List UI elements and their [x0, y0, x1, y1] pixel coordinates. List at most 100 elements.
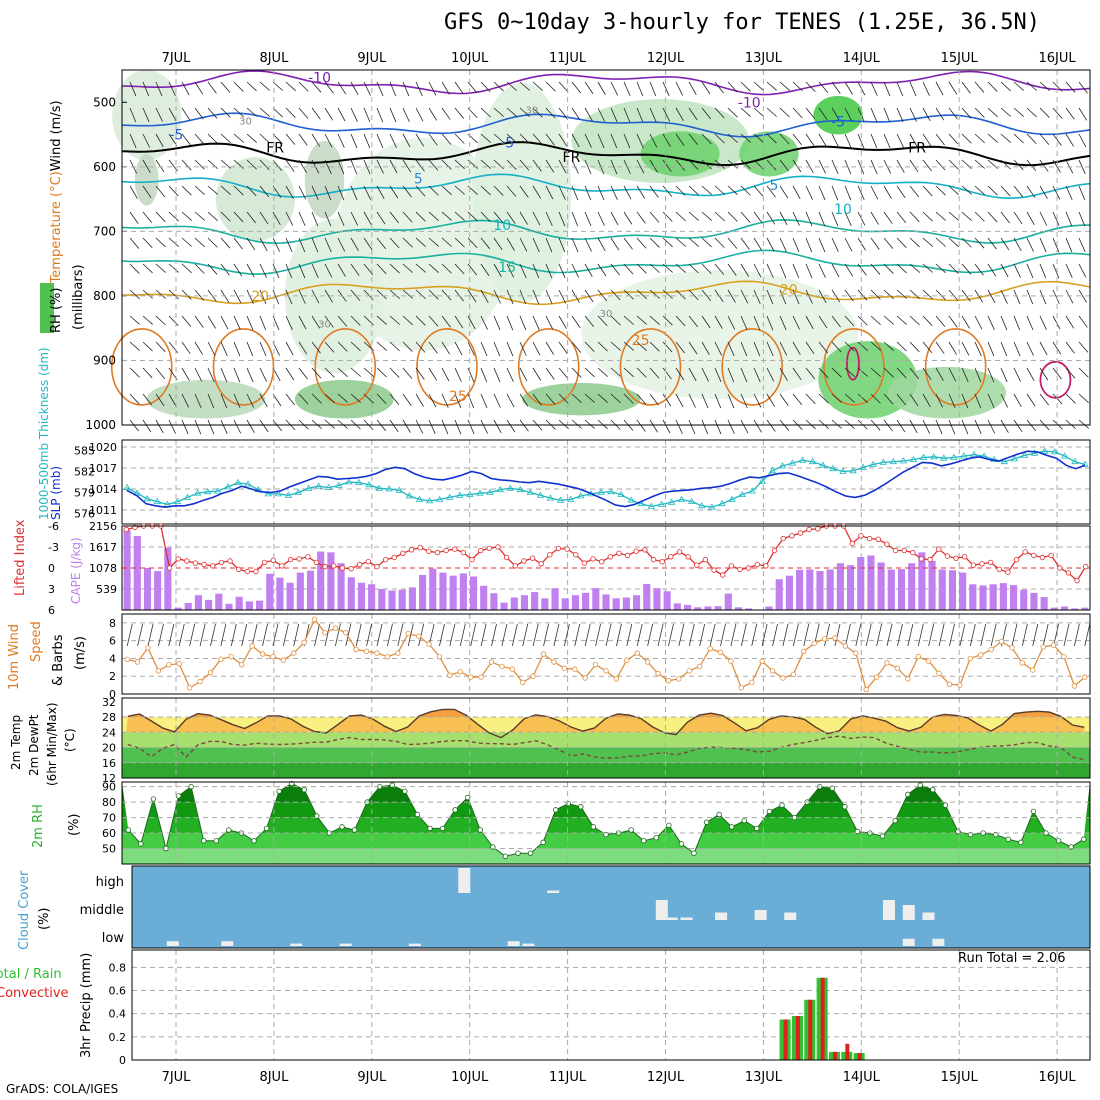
wind-barb [727, 185, 738, 196]
cape-bar [1030, 592, 1038, 610]
lifted-index-marker [235, 566, 242, 573]
rh-marker [138, 841, 144, 847]
wind-barb [389, 133, 397, 148]
wind-barb [311, 289, 320, 304]
wind-barb [662, 315, 673, 326]
wind-barb [493, 341, 501, 357]
wind-speed-marker [978, 652, 984, 658]
cape-bar [1060, 606, 1069, 610]
isotherm-25-loop [314, 328, 377, 406]
wind-barb [142, 367, 153, 379]
wind-barb [740, 211, 751, 223]
wind-barb [584, 263, 593, 278]
wind-barb [1013, 367, 1021, 382]
wind-barb [584, 393, 595, 403]
wind-barb [870, 133, 878, 149]
wind-barb [1000, 419, 1009, 433]
wind-barb-surface [345, 623, 352, 647]
wind-barb [454, 133, 465, 144]
wind-barb [142, 159, 151, 173]
contour-label: 25 [449, 389, 467, 405]
isotherm-25-loop [110, 328, 173, 406]
cloud-bar-low [507, 941, 520, 946]
wind-barb [545, 159, 555, 173]
cape-bar [561, 598, 569, 610]
wind-barb [857, 393, 868, 404]
thickness-marker [234, 478, 242, 486]
thickness-marker [889, 457, 898, 465]
cape-bar [673, 603, 681, 610]
wind-barb [519, 81, 530, 91]
wind-barb [493, 289, 501, 304]
wind-barb-surface [876, 623, 883, 647]
cape-bar [663, 591, 671, 610]
wind-barb-surface [189, 623, 196, 647]
wind-barb [285, 341, 294, 356]
wind-barb [376, 133, 384, 149]
wind-barb [142, 237, 153, 248]
wind-barb-surface [387, 623, 393, 647]
contour-label: -10 [308, 71, 331, 87]
wind-barb [870, 81, 878, 96]
wind-speed-marker [884, 660, 890, 666]
wind-barb-surface [1053, 623, 1059, 647]
wind-barb [649, 367, 660, 379]
wind-barb [233, 81, 244, 92]
wind-barb [415, 211, 426, 222]
wind-barb [272, 263, 280, 279]
wind-barb [142, 107, 150, 123]
wind-barb [376, 107, 384, 123]
wind-barb [623, 185, 632, 200]
wind-barb [324, 341, 335, 353]
wind-barb-surface [980, 623, 987, 647]
cape-bar [551, 588, 559, 610]
wind-barb [805, 133, 815, 147]
wind-barb [974, 315, 983, 330]
rh-band [122, 833, 1090, 849]
wind-barb [142, 315, 153, 325]
rh-marker [754, 825, 760, 832]
rh-marker [930, 787, 936, 793]
lifted-index-marker [953, 555, 959, 561]
wind-barb [701, 107, 712, 120]
wind-barb [298, 367, 308, 380]
wind-barb [493, 81, 504, 92]
wind-barb [948, 185, 959, 195]
wind-barb [207, 133, 218, 144]
wind-barb [961, 211, 972, 222]
wind-barb [428, 315, 439, 327]
wind-barb [272, 81, 283, 91]
wind-barb [441, 315, 451, 328]
wind-barb [922, 159, 932, 172]
wind-speed-marker [218, 656, 224, 663]
wind-barb [831, 315, 841, 328]
wind-barb [1039, 159, 1049, 172]
wind-barb-surface [158, 623, 164, 647]
wind-barb [285, 159, 295, 172]
wind-barb [311, 185, 319, 201]
wind-barb [636, 81, 644, 97]
rh-shading [112, 70, 182, 161]
wind-barb [532, 263, 540, 279]
wind-speed-marker [915, 653, 921, 660]
wind-barb [753, 263, 762, 278]
wind-barb [1039, 367, 1049, 381]
thickness-marker [546, 494, 555, 501]
wind-barb [571, 367, 582, 378]
wind-barb [415, 367, 425, 380]
run-total-label: Run Total = 2.06 [958, 951, 1066, 966]
thickness-marker [325, 483, 333, 491]
wind-barb [1065, 81, 1076, 93]
panel-temp-frame [121, 697, 1091, 779]
wind-barb [467, 367, 475, 383]
temp-tick-label: 16 [102, 757, 116, 770]
wind-barb [194, 367, 203, 382]
wind-ylabel-4: (m/s) [73, 636, 88, 670]
lifted-index-marker [382, 556, 389, 563]
wind-barb [792, 107, 803, 119]
thickness-marker [839, 467, 847, 474]
wind-barb [428, 341, 438, 354]
wind-barb [376, 185, 385, 200]
rh-marker [213, 838, 219, 844]
thickness-marker [385, 485, 393, 492]
